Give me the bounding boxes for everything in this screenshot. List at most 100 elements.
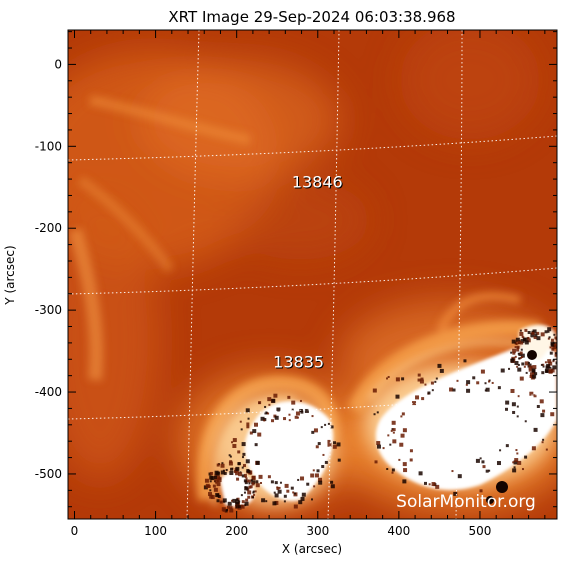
speckle (532, 329, 537, 334)
speckle (525, 371, 528, 374)
speckle (391, 420, 396, 425)
speckle (214, 474, 218, 478)
speckle (539, 399, 544, 404)
speckle (524, 340, 529, 345)
speckle (457, 474, 462, 479)
speckle (245, 459, 250, 464)
speckle (251, 480, 256, 485)
speckle (400, 433, 405, 438)
speckle (245, 498, 249, 502)
speckle (542, 409, 546, 413)
speckle (520, 339, 525, 344)
speckle (417, 378, 421, 382)
speckle (324, 423, 327, 426)
speckle (553, 333, 556, 336)
speckle (552, 345, 557, 350)
speckle (496, 461, 501, 466)
speckle (244, 481, 248, 485)
speckle (272, 501, 277, 506)
speckle (239, 420, 242, 423)
speckle (554, 352, 557, 355)
speckle (276, 407, 281, 412)
speckle (301, 492, 306, 497)
speckle (419, 379, 424, 384)
speckle (253, 422, 258, 427)
speckle (255, 483, 260, 488)
speckle (298, 500, 303, 505)
speckle (526, 338, 531, 343)
speckle (387, 434, 390, 437)
speckle (217, 475, 221, 479)
speckle (242, 452, 246, 456)
speckle (257, 432, 262, 437)
speckle (512, 348, 517, 353)
speckle (513, 460, 518, 465)
heliographic-grid (68, 30, 557, 519)
speckle (236, 477, 240, 481)
speckle (382, 447, 385, 450)
speckle (291, 400, 296, 405)
speckle (237, 462, 241, 466)
speckle (479, 457, 482, 460)
speckle (237, 505, 241, 509)
speckle (241, 500, 245, 504)
speckle (524, 361, 529, 366)
speckle (318, 480, 323, 485)
speckle (552, 359, 555, 362)
speckle (313, 485, 316, 488)
speckle (273, 491, 276, 494)
speckle (435, 484, 440, 489)
speckle (313, 428, 318, 433)
speckle (528, 368, 532, 372)
speckle (240, 504, 245, 509)
speckle (321, 465, 325, 469)
speckle (521, 335, 524, 338)
speckle (533, 394, 537, 398)
speckle (451, 470, 454, 473)
speckle (559, 349, 563, 353)
region-label-shadow: 13835 (274, 353, 325, 372)
speckle (421, 397, 425, 401)
speckle (398, 458, 401, 461)
speckle (449, 387, 454, 392)
speckle (254, 490, 257, 493)
speckle (434, 380, 437, 383)
speckle (300, 476, 305, 481)
speckle (294, 492, 297, 495)
speckle (215, 481, 218, 484)
speckle (247, 495, 251, 499)
speckle (222, 498, 227, 503)
speckle (293, 504, 298, 509)
speckle (287, 395, 291, 399)
speckle (400, 415, 403, 418)
speckle (510, 351, 513, 354)
speckle (322, 453, 325, 456)
speckle (549, 346, 552, 349)
speckle (500, 368, 505, 373)
speckle (241, 442, 246, 447)
speckle (318, 477, 323, 482)
speckle (330, 484, 335, 489)
speckle (243, 491, 246, 494)
speckle (391, 428, 394, 431)
speckle (314, 473, 319, 478)
speckle (258, 401, 262, 405)
speckle (547, 327, 552, 332)
speckle (519, 356, 522, 359)
x-tick-label: 500 (469, 524, 492, 538)
speckle (401, 377, 405, 381)
speckle (247, 417, 250, 420)
speckle (246, 425, 250, 429)
speckle (320, 426, 323, 429)
speckle (260, 481, 263, 484)
speckle (316, 469, 320, 473)
speckle (554, 353, 557, 357)
speckle (514, 361, 519, 366)
speckle (536, 336, 541, 341)
speckle (223, 471, 227, 475)
speckle (531, 446, 536, 451)
speckle (222, 508, 226, 512)
speckle (417, 373, 421, 377)
speckle (510, 358, 515, 363)
